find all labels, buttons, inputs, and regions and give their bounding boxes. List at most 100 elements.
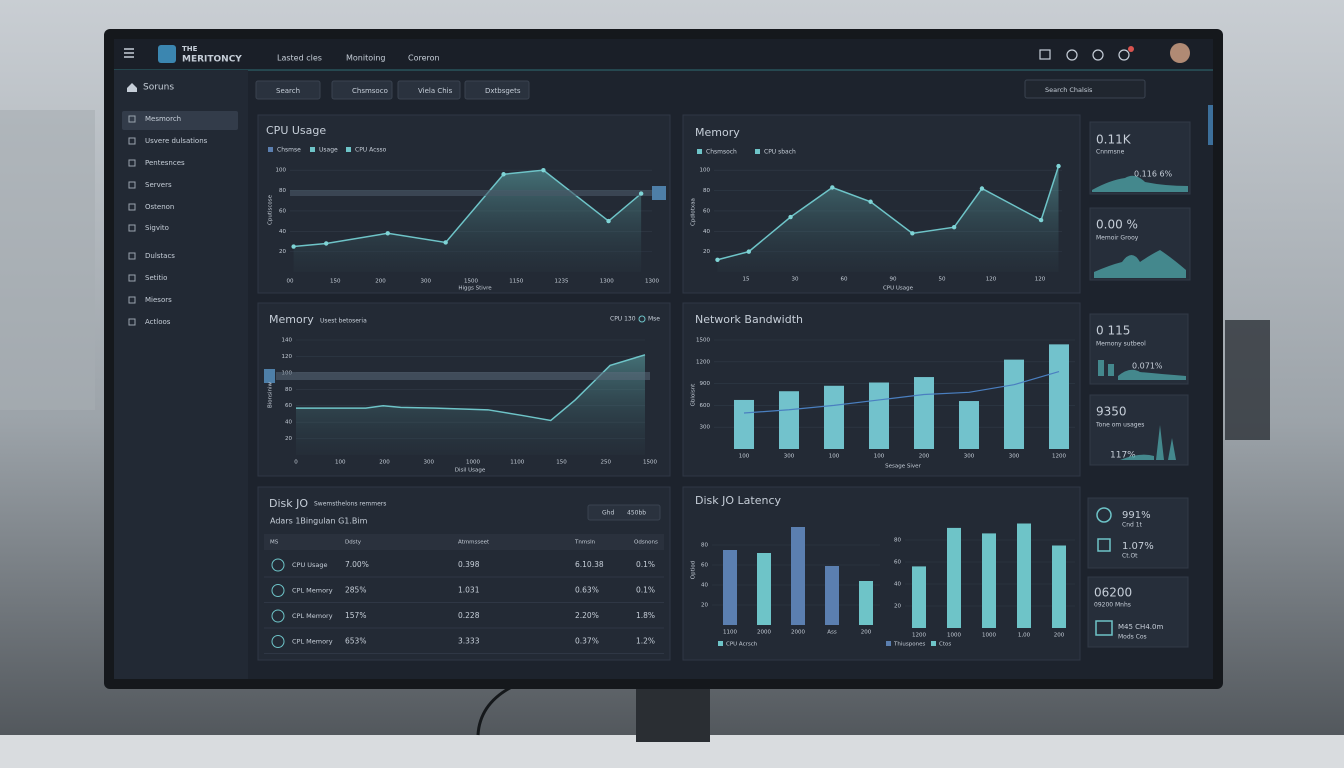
nav-item[interactable]: Coreron — [408, 54, 440, 63]
search-box[interactable] — [1024, 79, 1146, 99]
toolbar-button[interactable] — [331, 80, 393, 100]
toolbar-button-label: Dxtbsgets — [485, 87, 521, 95]
toolbar-button[interactable] — [464, 80, 530, 100]
home-icon — [127, 83, 137, 92]
y-tick-label: 80 — [894, 538, 901, 544]
bar — [859, 581, 873, 625]
avatar[interactable] — [1170, 43, 1190, 63]
x-tick-label: 300 — [424, 460, 435, 466]
card-value: 117% — [1110, 451, 1136, 461]
nav-item[interactable]: Monitoing — [346, 54, 386, 63]
y-tick-label: 1500 — [696, 338, 710, 344]
line — [717, 165, 1060, 261]
filter-button[interactable] — [587, 504, 661, 521]
x-tick-label: 1500 — [464, 279, 478, 285]
logo-text: THE — [182, 45, 198, 53]
y-tick-label: 120 — [282, 354, 293, 360]
toolbar-button[interactable] — [397, 80, 461, 100]
y-axis-label: Optiod — [691, 561, 697, 579]
sidebar-item[interactable]: Sigvito — [145, 224, 169, 232]
x-axis-label: Disil Usage — [455, 468, 486, 474]
sidebar-item[interactable]: Setitio — [145, 274, 167, 282]
bar — [723, 550, 737, 625]
x-tick-label: 1000 — [982, 633, 996, 639]
sidebar-icon — [128, 203, 136, 211]
table-cell: 2.20% — [575, 611, 599, 620]
icon[interactable] — [1118, 49, 1130, 61]
table-cell: 157% — [345, 611, 366, 620]
x-tick-label: 100 — [739, 454, 750, 460]
sidebar-icon — [128, 274, 136, 282]
sparkline — [1098, 360, 1186, 380]
bar — [791, 527, 805, 625]
y-tick-label: 80 — [703, 188, 710, 194]
y-tick-label: 80 — [701, 543, 708, 549]
sidebar-item[interactable]: Dulstacs — [145, 252, 175, 260]
line — [293, 169, 642, 248]
scrollbar[interactable] — [1208, 105, 1213, 145]
x-tick-label: 00 — [287, 279, 294, 285]
point — [638, 191, 644, 196]
y-tick-label: 20 — [701, 603, 708, 609]
sidebar-active — [122, 111, 238, 130]
menu-icon[interactable] — [124, 48, 134, 58]
table-cell: 0.1% — [636, 560, 655, 569]
table-cell: 7.00% — [345, 560, 369, 569]
sidebar-item[interactable]: Mesmorch — [145, 115, 181, 123]
sidebar-item[interactable]: Usvere dulsations — [145, 137, 208, 145]
card-value: 0.071% — [1132, 362, 1163, 371]
hover-marker — [264, 369, 275, 383]
panel-title: Disk JO Latency — [695, 494, 781, 507]
sidebar-item[interactable]: Pentesnces — [145, 159, 185, 167]
x-tick-label: 0 — [294, 460, 298, 466]
sidebar-icon — [128, 159, 136, 167]
legend-label: CPU Acsso — [355, 147, 387, 154]
logo-text: MERITONCY — [182, 55, 242, 65]
table-cell: 653% — [345, 637, 366, 646]
icon[interactable] — [1066, 49, 1078, 61]
sidebar-icon — [128, 318, 136, 326]
legend-label: Chsmsoch — [706, 149, 737, 156]
toolbar-button-label: Viela Chis — [418, 87, 453, 95]
panel-title: Memory — [695, 126, 740, 139]
card-value: 991% — [1122, 510, 1151, 521]
y-tick-label: 60 — [703, 208, 710, 214]
panel-title: Memory — [269, 313, 314, 326]
row-icon — [271, 558, 285, 572]
card-value: 0.116 6% — [1134, 170, 1173, 179]
table-cell: 3.333 — [458, 637, 480, 646]
y-tick-label: 100 — [700, 168, 711, 174]
sidebar-item[interactable]: Actloos — [145, 318, 171, 326]
point — [501, 172, 506, 177]
x-tick-label: 200 — [919, 454, 930, 460]
sidebar-item[interactable]: Miesors — [145, 296, 172, 304]
sidebar-item[interactable]: Ostenon — [145, 203, 174, 211]
table-cell: 285% — [345, 586, 366, 595]
nav-item[interactable]: Lasted cles — [277, 54, 322, 63]
card-icon — [1095, 620, 1113, 636]
x-tick-label: 300 — [1009, 454, 1020, 460]
card-value: 06200 — [1094, 586, 1132, 600]
point — [868, 199, 873, 204]
icon[interactable] — [1092, 49, 1104, 61]
point — [1056, 163, 1061, 169]
point — [788, 214, 793, 220]
card-caption: Ct.Ot — [1122, 553, 1138, 560]
y-axis-label: Bionsiniw — [268, 381, 274, 408]
icon[interactable] — [1039, 49, 1051, 60]
sidebar-item[interactable]: Servers — [145, 181, 172, 189]
table-header: Ddsty — [345, 540, 362, 546]
x-tick-label: 1,00 — [1018, 633, 1031, 639]
bar — [734, 399, 754, 449]
bar — [869, 382, 889, 449]
legend-swatch — [697, 149, 702, 154]
sidebar — [114, 70, 248, 679]
x-tick-label: 250 — [601, 460, 612, 466]
x-tick-label: 200 — [379, 460, 390, 466]
sidebar-icon — [128, 115, 136, 123]
bar — [914, 377, 934, 449]
toolbar-button[interactable] — [255, 80, 321, 100]
x-tick-label: 1100 — [723, 630, 737, 636]
y-tick-label: 1200 — [696, 359, 710, 365]
sidebar-icon — [128, 252, 136, 260]
